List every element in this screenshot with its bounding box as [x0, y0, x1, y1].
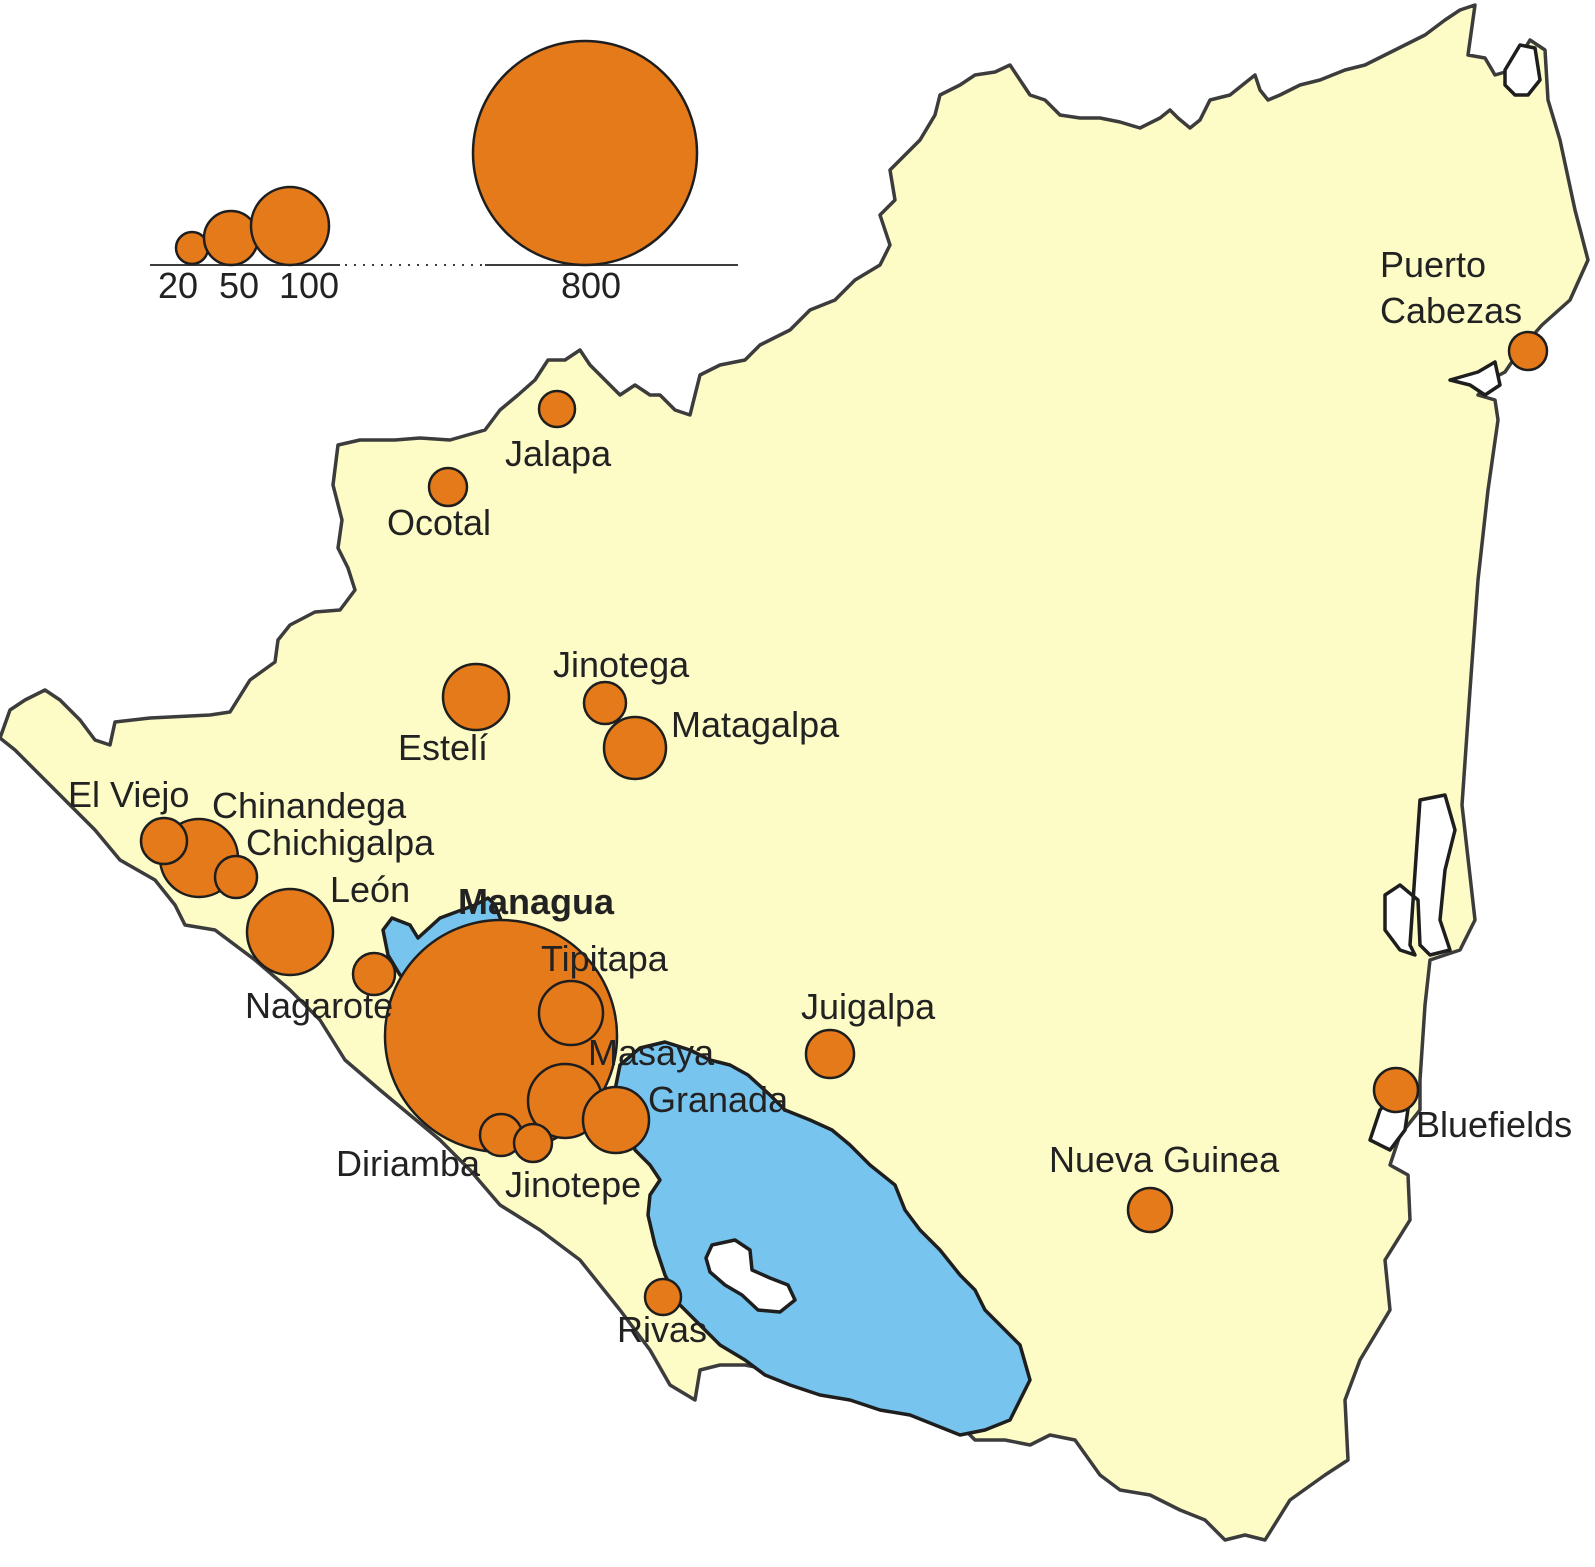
- label-leon: León: [330, 869, 410, 910]
- bubble-juigalpa: [804, 1028, 856, 1080]
- bubble-ocotal: [427, 466, 469, 508]
- bubble-bluefields: [1372, 1066, 1420, 1114]
- bubble-jalapa: [537, 389, 577, 429]
- label-chinandega: Chinandega: [212, 785, 407, 826]
- label-jinotega: Jinotega: [553, 644, 690, 685]
- label-nueva-guinea: Nueva Guinea: [1049, 1139, 1280, 1180]
- bubble-jinotega: [582, 680, 628, 726]
- bubble-matagalpa: [602, 715, 668, 781]
- label-el-viejo: El Viejo: [68, 774, 189, 815]
- label-jinotepe: Jinotepe: [505, 1164, 641, 1205]
- label-diriamba: Diriamba: [336, 1143, 481, 1184]
- coastal-lagoon-north: [1503, 43, 1542, 97]
- size-legend: 20 50 100 800: [150, 39, 738, 306]
- bubble-nagarote: [351, 951, 397, 997]
- label-nagarote: Nagarote: [245, 985, 393, 1026]
- bubble-puerto-cabezas: [1507, 330, 1549, 372]
- bubble-el-viejo: [139, 816, 189, 866]
- bubble-granada: [581, 1085, 651, 1155]
- ometepe-island: [704, 1238, 797, 1314]
- label-puerto-cabezas-line1: Puerto: [1380, 244, 1486, 285]
- label-bluefields: Bluefields: [1416, 1104, 1572, 1145]
- label-tipitapa: Tipitapa: [541, 938, 669, 979]
- label-jalapa: Jalapa: [505, 433, 612, 474]
- legend-bubble-50: [202, 209, 260, 267]
- label-juigalpa: Juigalpa: [801, 986, 936, 1027]
- legend-bubble-800: [471, 39, 699, 267]
- label-granada: Granada: [648, 1079, 789, 1120]
- bubble-chichigalpa: [213, 854, 259, 900]
- lake-nicaragua: [613, 1040, 1032, 1437]
- city-bubbles: [139, 330, 1549, 1317]
- legend-bubble-100: [249, 185, 331, 267]
- bubble-rivas: [643, 1277, 683, 1317]
- label-chichigalpa: Chichigalpa: [246, 822, 435, 863]
- legend-label-50: 50: [219, 265, 259, 306]
- country-land: [0, 3, 1590, 1542]
- label-esteli: Estelí: [398, 727, 488, 768]
- bubble-nueva-guinea: [1126, 1186, 1174, 1234]
- bubble-leon: [245, 887, 335, 977]
- legend-label-20: 20: [158, 265, 198, 306]
- label-masaya: Masaya: [588, 1032, 715, 1073]
- label-rivas: Rivas: [617, 1309, 707, 1350]
- label-managua: Managua: [458, 881, 615, 922]
- label-puerto-cabezas-line2: Cabezas: [1380, 290, 1522, 331]
- city-labels: Managua León Chinandega El Viejo Chichig…: [68, 244, 1572, 1350]
- coastal-lagoon-bay: [1448, 360, 1502, 397]
- label-ocotal: Ocotal: [387, 502, 491, 543]
- legend-label-800: 800: [561, 265, 621, 306]
- bubble-jinotepe: [512, 1122, 554, 1164]
- coastal-lagoon-perlas: [1383, 793, 1457, 957]
- bubble-tipitapa: [537, 979, 605, 1047]
- legend-label-100: 100: [279, 265, 339, 306]
- label-matagalpa: Matagalpa: [671, 704, 840, 745]
- bubble-esteli: [441, 662, 511, 732]
